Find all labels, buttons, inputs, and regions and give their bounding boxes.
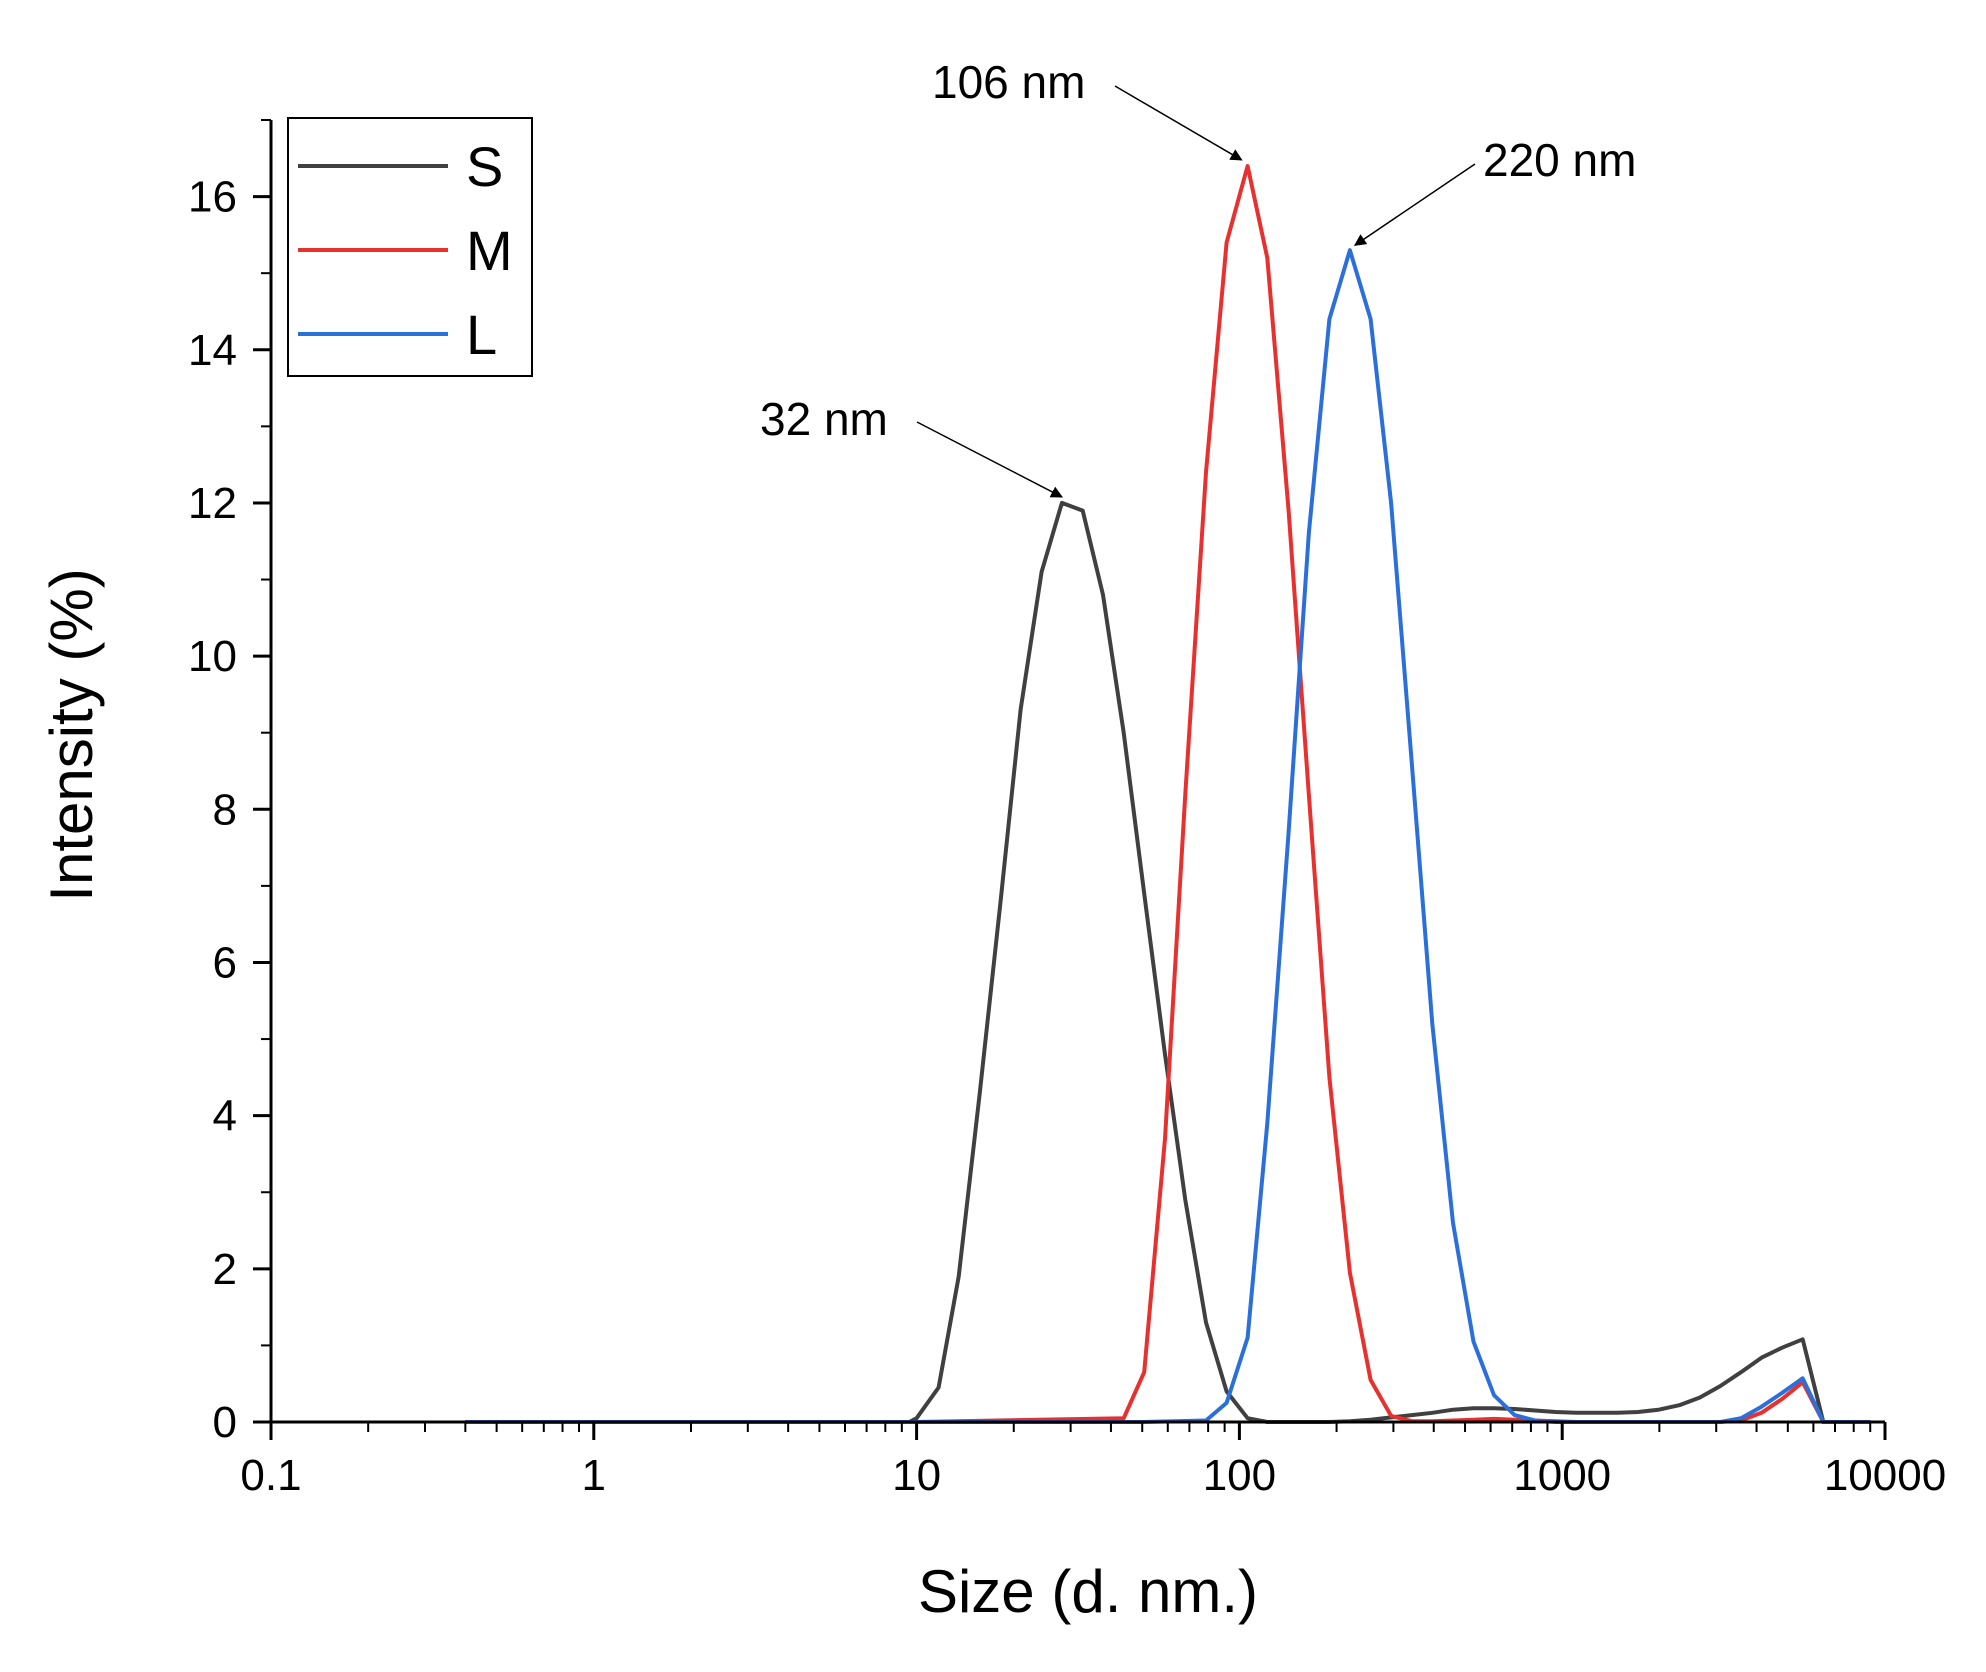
x-tick-label: 1000 bbox=[1513, 1451, 1611, 1500]
annotation-layer: 32 nm 106 nm 220 nm bbox=[760, 56, 1636, 498]
series-line-l bbox=[465, 248, 1871, 1424]
y-tick-label: 0 bbox=[213, 1398, 237, 1447]
legend-label-l: L bbox=[466, 303, 497, 366]
y-tick-label: 14 bbox=[188, 326, 237, 375]
series-line-s bbox=[465, 500, 1871, 1424]
x-axis-title: Size (d. nm.) bbox=[918, 1558, 1258, 1625]
annotation-label: 106 nm bbox=[932, 56, 1085, 108]
annotation-arrow bbox=[916, 421, 1064, 498]
legend-label-m: M bbox=[466, 219, 513, 282]
y-tick-label: 10 bbox=[188, 632, 237, 681]
y-tick-label: 4 bbox=[213, 1092, 237, 1141]
y-tick-label: 6 bbox=[213, 938, 237, 987]
x-tick-label: 1 bbox=[582, 1451, 606, 1500]
annotation-arrow bbox=[1114, 85, 1243, 161]
x-tick-label: 10000 bbox=[1824, 1451, 1946, 1500]
series-line-m bbox=[465, 164, 1871, 1424]
y-tick-label: 2 bbox=[213, 1245, 237, 1294]
x-tick-label: 0.1 bbox=[240, 1451, 301, 1500]
y-tick-label: 16 bbox=[188, 173, 237, 222]
legend-label-s: S bbox=[466, 135, 503, 198]
annotation-label: 32 nm bbox=[760, 393, 888, 445]
series-layer bbox=[465, 164, 1871, 1424]
x-tick-label: 10 bbox=[892, 1451, 941, 1500]
x-tick-label: 100 bbox=[1203, 1451, 1276, 1500]
legend: SML bbox=[287, 117, 533, 377]
axes bbox=[269, 120, 1885, 1424]
y-tick-label: 12 bbox=[188, 479, 237, 528]
tick-layer: 0.1 1 10 100 1000 10000 0 2 4 6 8 10 12 14 16 bbox=[188, 119, 1946, 1500]
y-axis-title: Intensity (%) bbox=[38, 568, 105, 901]
y-tick-label: 8 bbox=[213, 785, 237, 834]
annotation-label: 220 nm bbox=[1483, 134, 1636, 186]
annotation-arrow bbox=[1353, 163, 1476, 246]
